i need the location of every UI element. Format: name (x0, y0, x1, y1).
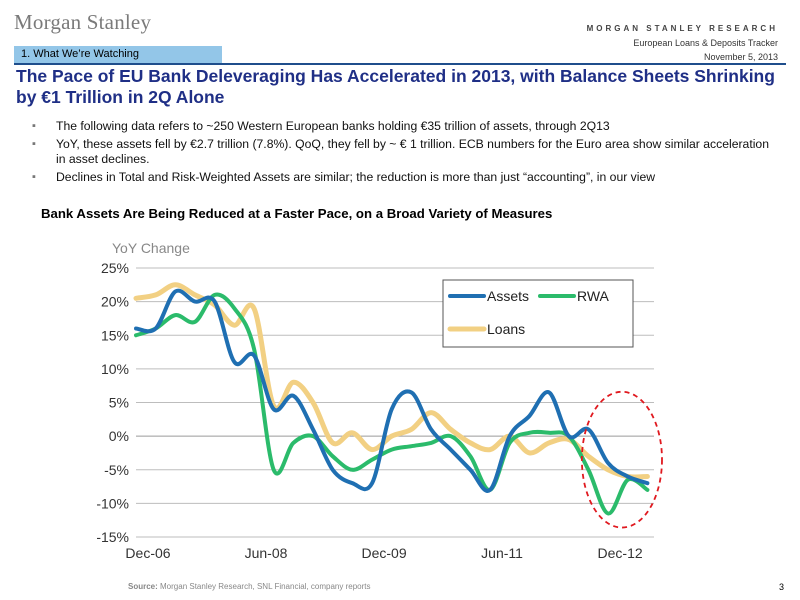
x-tick-label: Dec-06 (125, 545, 170, 561)
x-tick-label: Dec-09 (361, 545, 406, 561)
y-tick-label: -15% (96, 529, 129, 545)
report-name: European Loans & Deposits Tracker (633, 38, 778, 48)
chart-legend: Assets RWA Loans (442, 279, 634, 348)
y-tick-label: 20% (101, 294, 129, 310)
bullet-text: YoY, these assets fell by €2.7 trillion … (56, 137, 769, 166)
bullet-text: The following data refers to ~250 Wester… (56, 119, 610, 133)
legend-box (442, 279, 634, 348)
bullet-text: Declines in Total and Risk-Weighted Asse… (56, 170, 656, 184)
x-axis-ticks: Dec-06 Jun-08 Dec-09 Jun-11 Dec-12 (125, 545, 642, 561)
page-number: 3 (778, 582, 784, 592)
y-axis-ticks: 25% 20% 15% 10% 5% 0% -5% -10% -15% (96, 260, 129, 545)
x-tick-label: Jun-08 (245, 545, 288, 561)
bullet-item: ▪ The following data refers to ~250 Weste… (32, 119, 772, 134)
bullet-item: ▪ Declines in Total and Risk-Weighted Ass… (32, 170, 772, 185)
bullet-icon: ▪ (32, 120, 36, 132)
bullet-list: ▪ The following data refers to ~250 Weste… (32, 119, 772, 188)
series-line-loans (133, 282, 650, 480)
x-tick-label: Jun-11 (481, 545, 523, 561)
header-rule (14, 63, 786, 65)
highlight-ellipse (580, 390, 663, 529)
bullet-item: ▪ YoY, these assets fell by €2.7 trillion… (32, 137, 772, 167)
y-tick-label: 25% (101, 260, 129, 276)
y-tick-label: 10% (101, 361, 129, 377)
y-axis-label: YoY Change (112, 240, 190, 256)
series-line-rwa (134, 292, 650, 516)
series-line-assets (134, 288, 650, 493)
source-text: Morgan Stanley Research, SNL Financial, … (157, 582, 371, 591)
report-date: November 5, 2013 (703, 52, 778, 62)
legend-label-assets: Assets (487, 288, 529, 304)
y-tick-label: 15% (101, 327, 129, 343)
source-label: Source: (128, 582, 158, 591)
section-tab: 1. What We’re Watching (14, 46, 222, 63)
firm-name: MORGAN STANLEY RESEARCH (586, 24, 778, 33)
y-tick-label: 0% (109, 428, 129, 444)
chart-series (133, 282, 650, 516)
morgan-stanley-logo: Morgan Stanley (14, 10, 152, 34)
legend-label-rwa: RWA (577, 288, 610, 304)
y-tick-label: 5% (109, 395, 129, 411)
y-tick-label: -10% (96, 495, 129, 511)
page-title: The Pace of EU Bank Deleveraging Has Acc… (16, 66, 775, 107)
legend-label-loans: Loans (487, 321, 525, 337)
source-note: Source: Morgan Stanley Research, SNL Fin… (128, 582, 371, 591)
bullet-icon: ▪ (32, 171, 36, 183)
bullet-icon: ▪ (32, 138, 36, 150)
x-tick-label: Dec-12 (598, 545, 643, 561)
chart-title: Bank Assets Are Being Reduced at a Faste… (41, 206, 553, 221)
y-tick-label: -5% (104, 462, 129, 478)
report-header: MORGAN STANLEY RESEARCH European Loans &… (587, 22, 778, 64)
